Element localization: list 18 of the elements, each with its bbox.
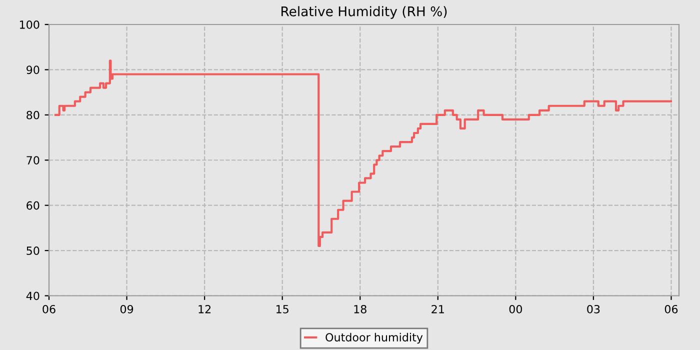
y-tick-label: 50: [26, 246, 40, 255]
x-tick-label: 03: [587, 304, 600, 314]
x-tick-label: 12: [198, 304, 211, 314]
x-tick-label: 15: [276, 305, 288, 314]
x-tick-label: 21: [432, 304, 444, 314]
y-tick-label: 80: [26, 110, 40, 120]
x-tick-label: 00: [509, 304, 522, 314]
x-tick-label: 06: [664, 304, 678, 314]
y-tick-label: 40: [26, 292, 40, 300]
legend-label: Outdoor humidity: [326, 332, 423, 344]
x-tick-label: 09: [120, 304, 134, 314]
x-tick-label: 18: [354, 304, 366, 314]
y-tick-label: 90: [26, 66, 40, 74]
y-tick-label: 60: [26, 201, 40, 210]
x-tick-label: 06: [42, 304, 56, 314]
chart-title: Relative Humidity (RH %): [282, 6, 447, 19]
y-tick-label: 100: [20, 20, 40, 29]
y-tick-label: 70: [26, 156, 40, 165]
